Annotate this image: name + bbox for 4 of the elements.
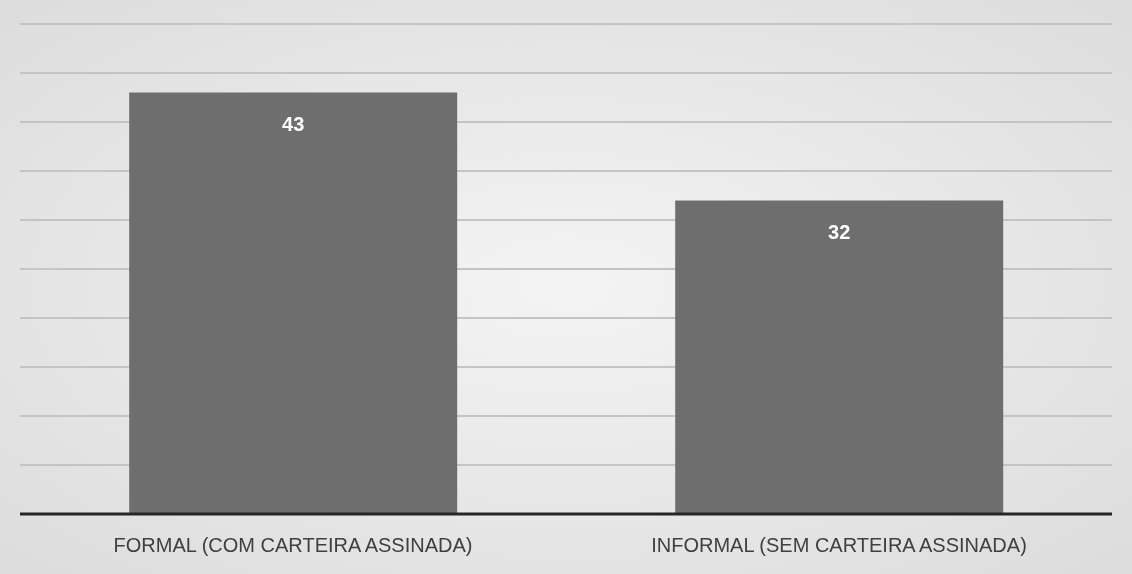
data-label: 43 [282, 112, 305, 135]
x-tick-label: INFORMAL (SEM CARTEIRA ASSINADA) [651, 534, 1027, 557]
x-tick-label: FORMAL (COM CARTEIRA ASSINADA) [113, 534, 473, 557]
data-label: 32 [828, 220, 851, 243]
